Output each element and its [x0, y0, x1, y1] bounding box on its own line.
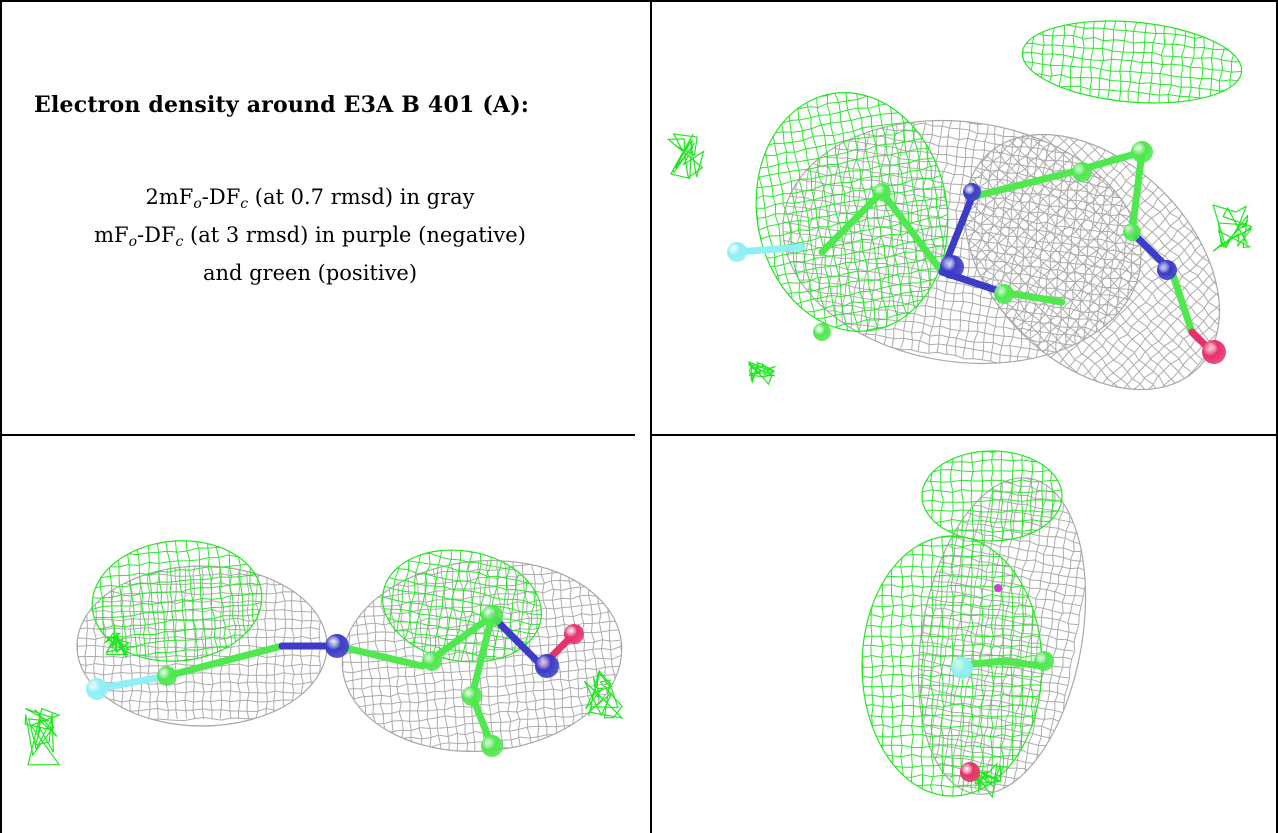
caption-line-green: and green (positive): [30, 258, 590, 289]
view-bottom-left: [2, 436, 649, 833]
oxygen-atom: [1202, 340, 1226, 364]
density-render-bottom-right: [652, 436, 1276, 833]
carbon-atom: [1123, 223, 1141, 241]
carbon-atom: [1034, 651, 1054, 671]
oxygen-atom: [564, 624, 584, 644]
carbon-atom: [462, 686, 482, 706]
caption-line-2mfo: 2mFo-DFc (at 0.7 rmsd) in gray: [30, 182, 590, 220]
caption-text: -DF: [202, 185, 241, 209]
green-positive-mesh: [668, 134, 703, 178]
density-render-top-right: [652, 2, 1276, 433]
purple-negative-mesh: [994, 584, 1002, 592]
green-positive-mesh: [1213, 205, 1252, 251]
caption-text: -DF: [137, 223, 176, 247]
carbon-atom: [873, 183, 891, 201]
view-bottom-right: [652, 436, 1276, 833]
carbon-atom: [813, 323, 831, 341]
green-positive-mesh: [921, 450, 1064, 543]
caption-text: 2mF: [145, 185, 193, 209]
green-positive-mesh: [25, 709, 59, 765]
nitrogen-atom: [1157, 260, 1177, 280]
table-border-right: [1276, 0, 1278, 833]
caption-text: (at 0.7 rmsd) in gray: [248, 185, 474, 209]
oxygen-atom: [960, 762, 980, 782]
view-top-right: [652, 2, 1276, 433]
carbon-atom: [994, 284, 1014, 304]
fluorine-atom: [951, 657, 973, 679]
carbon-atom: [157, 666, 177, 686]
carbon-atom: [481, 735, 503, 757]
caption-subscript: c: [240, 196, 248, 212]
caption-title: Electron density around E3A B 401 (A):: [34, 92, 650, 118]
caption-body: 2mFo-DFc (at 0.7 rmsd) in gray mFo-DFc (…: [30, 182, 590, 289]
caption-line-mfo: mFo-DFc (at 3 rmsd) in purple (negative): [30, 220, 590, 258]
density-render-bottom-left: [2, 436, 649, 833]
nitrogen-atom: [940, 255, 964, 279]
caption-text: mF: [94, 223, 128, 247]
carbon-atom: [422, 651, 442, 671]
green-positive-mesh: [1017, 11, 1246, 113]
nitrogen-atom: [535, 654, 559, 678]
caption-cell: Electron density around E3A B 401 (A): 2…: [30, 92, 650, 289]
nitrogen-atom: [963, 183, 981, 201]
carbon-atom: [1131, 141, 1153, 163]
caption-text: (at 3 rmsd) in purple (negative): [183, 223, 526, 247]
green-positive-mesh: [748, 362, 775, 384]
caption-subscript: o: [193, 196, 201, 212]
caption-subscript: o: [129, 234, 137, 250]
carbon-atom: [1072, 162, 1092, 182]
fluorine-atom: [86, 678, 108, 700]
carbon-atom: [481, 605, 503, 627]
gray-density-mesh: [914, 83, 1270, 433]
fluorine-atom: [727, 242, 747, 262]
nitrogen-atom: [325, 634, 349, 658]
